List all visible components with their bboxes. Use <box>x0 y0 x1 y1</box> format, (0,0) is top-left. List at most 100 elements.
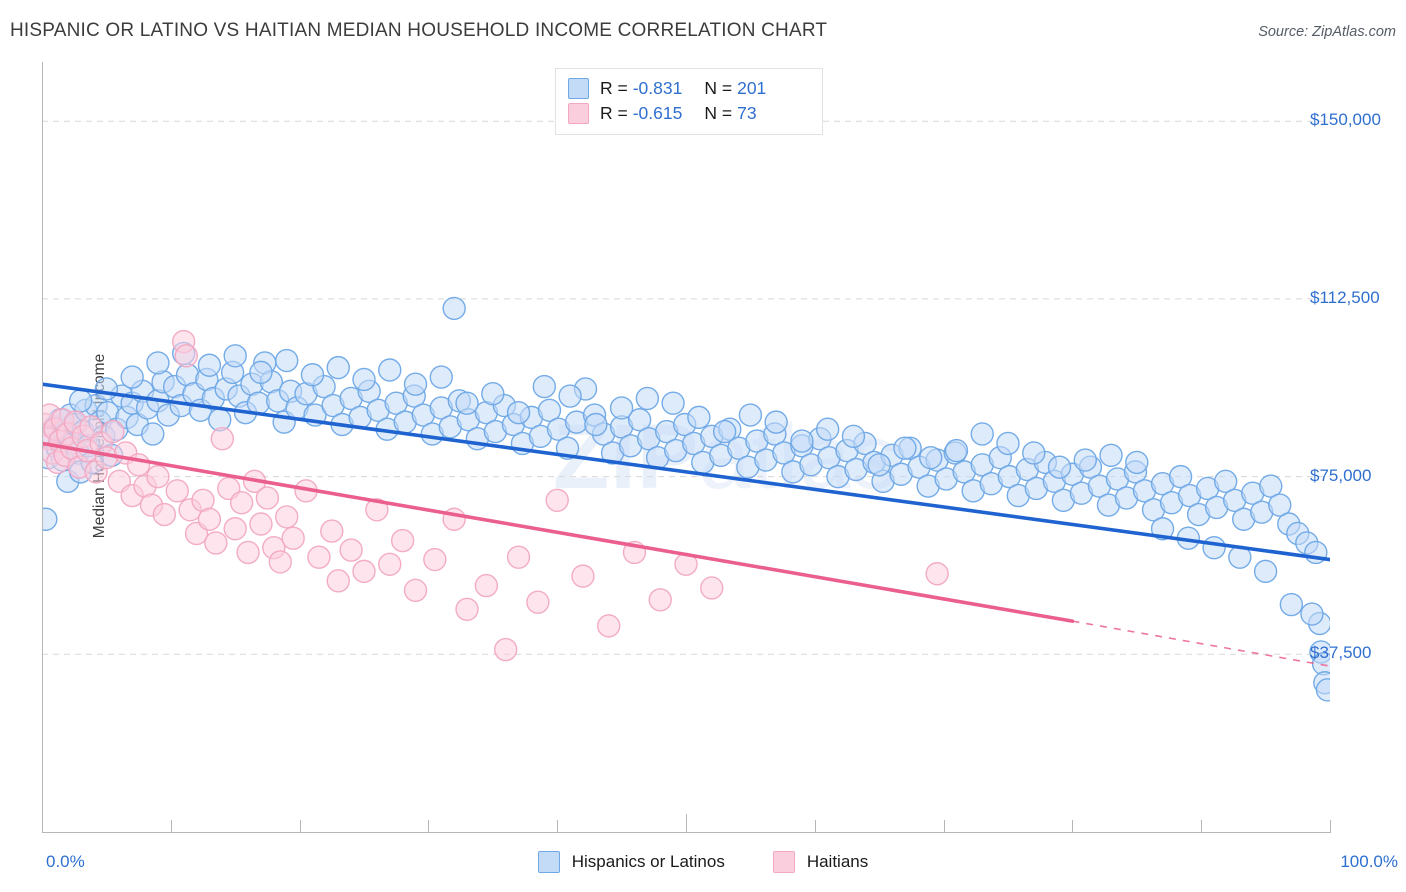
plot-svg <box>42 120 1330 702</box>
data-point <box>326 569 350 593</box>
x-axis-tick <box>428 820 430 832</box>
data-point <box>378 552 402 576</box>
data-point <box>352 559 376 584</box>
data-point <box>584 412 608 437</box>
data-point <box>609 396 634 420</box>
data-point <box>474 573 499 598</box>
data-point <box>249 360 273 385</box>
n-value-pink: 73 <box>737 103 757 123</box>
data-point <box>481 381 505 406</box>
stat-row-hispanics: R = -0.831 N = 201 <box>568 76 812 101</box>
data-point <box>455 391 479 415</box>
data-point <box>94 377 119 401</box>
data-point <box>925 562 949 586</box>
y-tick-label: $150,000 <box>1310 110 1381 130</box>
data-point <box>429 365 453 389</box>
pink-legend-swatch-icon <box>772 851 795 873</box>
data-point <box>532 374 557 399</box>
y-tick-label: $75,000 <box>1310 465 1372 485</box>
data-point <box>1253 559 1278 584</box>
data-point <box>545 488 569 513</box>
data-point <box>1202 535 1226 560</box>
data-point <box>68 389 93 413</box>
data-point <box>320 519 344 543</box>
x-axis-tick <box>1201 820 1203 832</box>
y-tick-label: $112,500 <box>1310 287 1380 307</box>
data-point <box>326 355 350 380</box>
data-point <box>79 415 103 439</box>
data-point <box>146 464 170 489</box>
series-legend: Hispanics or Latinos Haitians <box>0 851 1406 873</box>
x-axis-tick <box>557 820 559 832</box>
data-point <box>712 419 737 444</box>
data-point <box>223 344 247 368</box>
x-axis-tick <box>299 820 301 832</box>
data-point <box>1047 455 1072 479</box>
x-axis-tick <box>943 820 945 832</box>
data-point <box>537 398 562 422</box>
data-point <box>1099 443 1123 467</box>
data-point <box>365 498 389 522</box>
data-point <box>204 531 228 555</box>
data-point <box>174 344 198 368</box>
data-point <box>42 507 58 531</box>
data-point <box>403 578 428 603</box>
data-point <box>1073 448 1097 472</box>
data-point <box>738 403 763 427</box>
x-axis-tick <box>1072 820 1074 832</box>
data-point <box>558 384 582 408</box>
data-point <box>1268 493 1292 517</box>
x-axis-max-label: 100.0% <box>1340 852 1398 871</box>
data-point <box>352 367 376 392</box>
x-axis-tick <box>686 814 687 832</box>
data-point <box>101 419 125 444</box>
data-point <box>275 348 299 373</box>
data-point <box>1022 441 1046 465</box>
data-point <box>1125 450 1149 475</box>
data-point <box>893 436 917 460</box>
correlation-stats-legend: R = -0.831 N = 201 R = -0.615 N = 73 <box>555 68 823 135</box>
legend-item-hispanics[interactable]: Hispanics or Latinos <box>537 851 725 873</box>
source-attribution: Source: ZipAtlas.com <box>1258 24 1396 40</box>
data-point <box>648 588 672 612</box>
data-point <box>627 408 652 432</box>
trendline-solid <box>42 382 1330 562</box>
data-point <box>841 424 866 449</box>
data-point <box>223 517 247 541</box>
data-point <box>1213 469 1238 494</box>
data-point <box>944 438 969 463</box>
data-point <box>300 363 325 387</box>
data-point <box>1315 678 1330 702</box>
data-point <box>661 391 685 415</box>
data-point <box>197 507 222 531</box>
data-point <box>255 486 280 510</box>
data-point <box>146 351 170 375</box>
data-point <box>152 502 177 527</box>
stat-row-haitians: R = -0.615 N = 73 <box>568 101 812 126</box>
data-point <box>1279 592 1304 617</box>
data-point <box>506 545 531 569</box>
legend-item-haitians[interactable]: Haitians <box>772 851 868 873</box>
data-point <box>210 427 235 451</box>
x-axis-min-label: 0.0% <box>46 852 85 871</box>
x-axis-tick <box>1330 820 1331 832</box>
data-point <box>506 400 531 425</box>
n-value-blue: 201 <box>737 78 767 98</box>
trendline-dashed-extension <box>1072 620 1330 667</box>
data-point <box>764 410 788 434</box>
data-point <box>165 479 189 503</box>
data-point <box>1300 602 1324 626</box>
blue-legend-swatch-icon <box>537 851 560 873</box>
plot-area <box>42 62 1330 832</box>
data-point <box>249 512 273 536</box>
data-point <box>390 528 415 553</box>
data-point <box>197 353 222 377</box>
data-point <box>455 597 479 621</box>
r-label-pink: R = <box>600 103 628 123</box>
data-point <box>1168 464 1193 489</box>
pink-swatch-icon <box>568 103 589 124</box>
data-point <box>275 505 299 529</box>
data-point <box>571 564 595 588</box>
data-point <box>141 422 165 446</box>
